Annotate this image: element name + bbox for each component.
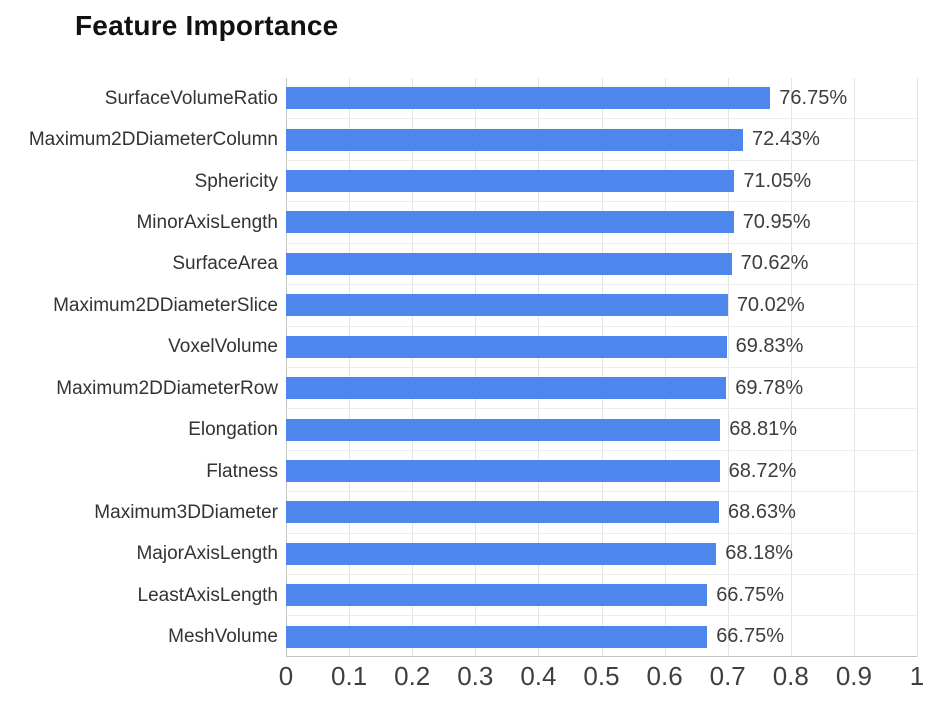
x-tick-label: 0.6 bbox=[646, 661, 683, 691]
bar bbox=[286, 294, 728, 317]
x-tick-label: 0.3 bbox=[457, 661, 494, 691]
plot-cell: 70.95% bbox=[286, 202, 917, 244]
bar-rows: SurfaceVolumeRatio 76.75% Maximum2DDiamete… bbox=[0, 78, 917, 657]
category-label: Maximum3DDiameter bbox=[94, 501, 278, 523]
value-label: 68.81% bbox=[729, 418, 798, 441]
x-tick-label: 0 bbox=[278, 661, 294, 691]
category-label: VoxelVolume bbox=[168, 336, 278, 358]
plot-cell: 71.05% bbox=[286, 161, 917, 203]
plot-cell: 68.18% bbox=[286, 534, 917, 576]
bar-row: VoxelVolume 69.83% bbox=[0, 327, 917, 368]
value-label: 70.02% bbox=[736, 293, 805, 316]
category-label: LeastAxisLength bbox=[137, 584, 279, 606]
plot-cell: 68.72% bbox=[286, 451, 917, 493]
bar-row: LeastAxisLength 66.75% bbox=[0, 575, 917, 617]
value-label: 76.75% bbox=[779, 86, 848, 109]
category-label: Flatness bbox=[206, 460, 278, 482]
plot-cell: 66.75% bbox=[286, 616, 917, 656]
plot-cell: 68.81% bbox=[286, 409, 917, 451]
bar-row: MajorAxisLength 68.18% bbox=[0, 534, 917, 576]
bar-row: Maximum2DDiameterRow 69.78% bbox=[0, 368, 917, 410]
value-label: 68.18% bbox=[725, 542, 794, 565]
category-label: MinorAxisLength bbox=[136, 211, 278, 233]
category-label: Maximum2DDiameterSlice bbox=[53, 294, 278, 316]
bar-row: Flatness 68.72% bbox=[0, 451, 917, 493]
bar-row: Maximum2DDiameterSlice 70.02% bbox=[0, 285, 917, 327]
value-label: 69.83% bbox=[735, 335, 804, 358]
x-tick-label: 0.9 bbox=[835, 661, 872, 691]
bar bbox=[286, 170, 735, 193]
category-label: SurfaceArea bbox=[172, 253, 278, 275]
category-label: Elongation bbox=[188, 419, 278, 441]
bar-row: MinorAxisLength 70.95% bbox=[0, 202, 917, 244]
bar-row: Elongation 68.81% bbox=[0, 409, 917, 451]
x-axis-line bbox=[286, 656, 917, 657]
x-tick-label: 0.1 bbox=[331, 661, 368, 691]
plot-cell: 69.78% bbox=[286, 368, 917, 410]
category-label: SurfaceVolumeRatio bbox=[104, 87, 278, 109]
plot-area: SurfaceVolumeRatio 76.75% Maximum2DDiamete… bbox=[0, 78, 918, 657]
plot-cell: 72.43% bbox=[286, 119, 917, 161]
bar-row: SurfaceArea 70.62% bbox=[0, 244, 917, 286]
bar bbox=[286, 501, 720, 524]
plot-cell: 69.83% bbox=[286, 327, 917, 368]
bar-row: Maximum3DDiameter 68.63% bbox=[0, 492, 917, 534]
bar bbox=[286, 418, 721, 441]
x-tick-label: 0.7 bbox=[709, 661, 746, 691]
bar bbox=[286, 128, 744, 151]
bar-row: MeshVolume 66.75% bbox=[0, 616, 917, 656]
category-label: Maximum2DDiameterColumn bbox=[28, 129, 278, 151]
value-label: 69.78% bbox=[735, 376, 804, 399]
value-label: 70.95% bbox=[742, 210, 811, 233]
bar-row: Maximum2DDiameterColumn 72.43% bbox=[0, 119, 917, 161]
plot-cell: 66.75% bbox=[286, 575, 917, 617]
bar bbox=[286, 377, 727, 400]
bar bbox=[286, 211, 734, 234]
bar bbox=[286, 252, 732, 275]
x-tick-label: 1 bbox=[909, 661, 925, 691]
category-label: Maximum2DDiameterRow bbox=[56, 377, 278, 399]
plot-cell: 68.63% bbox=[286, 492, 917, 534]
bar bbox=[286, 542, 717, 565]
category-label: MajorAxisLength bbox=[136, 543, 278, 565]
plot-cell: 70.02% bbox=[286, 285, 917, 327]
bar bbox=[286, 460, 720, 482]
bar bbox=[286, 335, 727, 358]
x-tick-label: 0.4 bbox=[520, 661, 557, 691]
category-label: MeshVolume bbox=[168, 625, 278, 647]
bar bbox=[286, 584, 708, 607]
chart-title: Feature Importance bbox=[75, 10, 339, 41]
bar-row: Sphericity 71.05% bbox=[0, 161, 917, 203]
plot-cell: 76.75% bbox=[286, 78, 917, 120]
bar bbox=[286, 87, 771, 110]
category-label: Sphericity bbox=[194, 170, 278, 192]
plot-cell: 70.62% bbox=[286, 244, 917, 286]
gridline bbox=[917, 78, 918, 657]
bar-row: SurfaceVolumeRatio 76.75% bbox=[0, 78, 917, 120]
value-label: 72.43% bbox=[752, 128, 820, 151]
value-label: 66.75% bbox=[716, 583, 785, 606]
x-tick-label: 0.5 bbox=[583, 661, 620, 691]
value-label: 68.63% bbox=[728, 500, 796, 523]
bar bbox=[286, 625, 708, 648]
x-tick-label: 0.2 bbox=[394, 661, 431, 691]
value-label: 66.75% bbox=[716, 625, 785, 648]
value-label: 71.05% bbox=[743, 169, 812, 192]
x-axis: 0 0.1 0.2 0.3 0.4 0.5 0.6 0.7 0.8 0.9 1 bbox=[279, 661, 924, 695]
x-tick-label: 0.8 bbox=[772, 661, 809, 691]
value-label: 68.72% bbox=[728, 459, 797, 482]
value-label: 70.62% bbox=[740, 252, 809, 275]
